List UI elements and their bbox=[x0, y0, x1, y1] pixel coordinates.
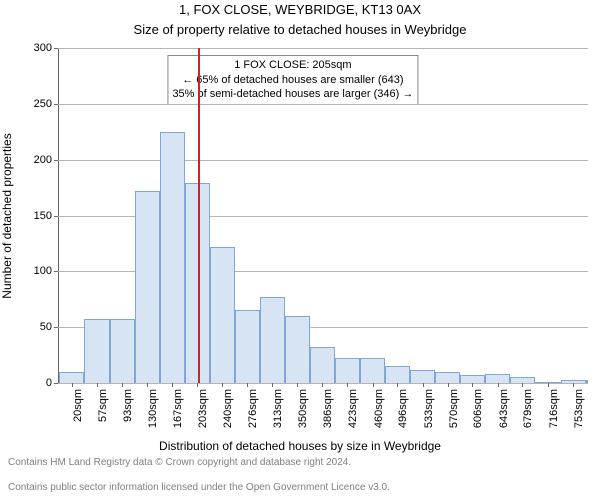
xtick-mark bbox=[322, 383, 323, 387]
histogram-bar bbox=[160, 132, 185, 383]
footer-line-2: Contains public sector information licen… bbox=[8, 482, 390, 493]
xtick-label: 570sqm bbox=[448, 389, 460, 428]
gridline bbox=[58, 104, 588, 105]
histogram-bar bbox=[385, 366, 410, 383]
annotation-line-2: ← 65% of detached houses are smaller (64… bbox=[172, 73, 413, 88]
histogram-bar bbox=[210, 247, 235, 383]
histogram-bar bbox=[59, 372, 84, 383]
xtick-mark bbox=[97, 383, 98, 387]
title-line-1: 1, FOX CLOSE, WEYBRIDGE, KT13 0AX bbox=[0, 2, 600, 17]
histogram-bar bbox=[460, 375, 485, 383]
xtick-mark bbox=[147, 383, 148, 387]
xtick-mark bbox=[448, 383, 449, 387]
xtick-mark bbox=[197, 383, 198, 387]
xtick-label: 57sqm bbox=[97, 389, 109, 422]
ytick-label: 300 bbox=[34, 42, 58, 54]
xtick-label: 167sqm bbox=[172, 389, 184, 428]
xtick-label: 20sqm bbox=[72, 389, 84, 422]
xtick-label: 350sqm bbox=[297, 389, 309, 428]
xtick-mark bbox=[548, 383, 549, 387]
xtick-mark bbox=[272, 383, 273, 387]
ytick-label: 0 bbox=[46, 377, 58, 389]
xtick-label: 679sqm bbox=[522, 389, 534, 428]
histogram-bar bbox=[135, 191, 160, 383]
ytick-label: 100 bbox=[34, 265, 58, 277]
histogram-bar bbox=[84, 319, 109, 383]
y-axis-label: Number of detached properties bbox=[0, 133, 14, 298]
chart-container: 1, FOX CLOSE, WEYBRIDGE, KT13 0AX Size o… bbox=[0, 0, 600, 500]
xtick-mark bbox=[498, 383, 499, 387]
xtick-mark bbox=[573, 383, 574, 387]
annotation-line-1: 1 FOX CLOSE: 205sqm bbox=[172, 58, 413, 73]
xtick-mark bbox=[397, 383, 398, 387]
ytick-label: 50 bbox=[40, 321, 58, 333]
xtick-label: 313sqm bbox=[272, 389, 284, 428]
xtick-mark bbox=[347, 383, 348, 387]
ytick-label: 250 bbox=[34, 98, 58, 110]
xtick-mark bbox=[172, 383, 173, 387]
gridline bbox=[58, 383, 588, 384]
xtick-label: 460sqm bbox=[373, 389, 385, 428]
xtick-label: 386sqm bbox=[322, 389, 334, 428]
xtick-mark bbox=[122, 383, 123, 387]
footer-line-1: Contains HM Land Registry data © Crown c… bbox=[8, 457, 351, 468]
annotation-line-3: 35% of semi-detached houses are larger (… bbox=[172, 87, 413, 102]
footer-attribution: Contains HM Land Registry data © Crown c… bbox=[8, 444, 390, 494]
annotation-box: 1 FOX CLOSE: 205sqm ← 65% of detached ho… bbox=[167, 55, 418, 106]
gridline bbox=[58, 160, 588, 161]
plot-area: 1 FOX CLOSE: 205sqm ← 65% of detached ho… bbox=[58, 48, 588, 383]
xtick-label: 203sqm bbox=[197, 389, 209, 428]
xtick-label: 93sqm bbox=[122, 389, 134, 422]
histogram-bar bbox=[335, 358, 360, 383]
histogram-bar bbox=[586, 380, 588, 383]
xtick-label: 753sqm bbox=[573, 389, 585, 428]
xtick-mark bbox=[522, 383, 523, 387]
xtick-label: 496sqm bbox=[397, 389, 409, 428]
xtick-label: 606sqm bbox=[472, 389, 484, 428]
xtick-label: 423sqm bbox=[347, 389, 359, 428]
title-line-2: Size of property relative to detached ho… bbox=[0, 22, 600, 37]
xtick-mark bbox=[222, 383, 223, 387]
histogram-bar bbox=[410, 370, 435, 383]
ytick-label: 200 bbox=[34, 154, 58, 166]
xtick-mark bbox=[247, 383, 248, 387]
xtick-mark bbox=[423, 383, 424, 387]
xtick-mark bbox=[72, 383, 73, 387]
histogram-bar bbox=[260, 297, 285, 383]
xtick-label: 533sqm bbox=[423, 389, 435, 428]
xtick-label: 276sqm bbox=[247, 389, 259, 428]
xtick-label: 643sqm bbox=[498, 389, 510, 428]
xtick-mark bbox=[373, 383, 374, 387]
xtick-label: 716sqm bbox=[548, 389, 560, 428]
histogram-bar bbox=[235, 310, 260, 383]
histogram-bar bbox=[360, 358, 385, 383]
ytick-label: 150 bbox=[34, 210, 58, 222]
xtick-label: 240sqm bbox=[222, 389, 234, 428]
reference-line bbox=[198, 48, 200, 383]
xtick-mark bbox=[472, 383, 473, 387]
xtick-mark bbox=[297, 383, 298, 387]
histogram-bar bbox=[485, 374, 510, 383]
histogram-bar bbox=[285, 316, 310, 383]
histogram-bar bbox=[310, 347, 335, 383]
gridline bbox=[58, 48, 588, 49]
histogram-bar bbox=[110, 319, 135, 383]
histogram-bar bbox=[435, 372, 460, 383]
xtick-label: 130sqm bbox=[147, 389, 159, 428]
